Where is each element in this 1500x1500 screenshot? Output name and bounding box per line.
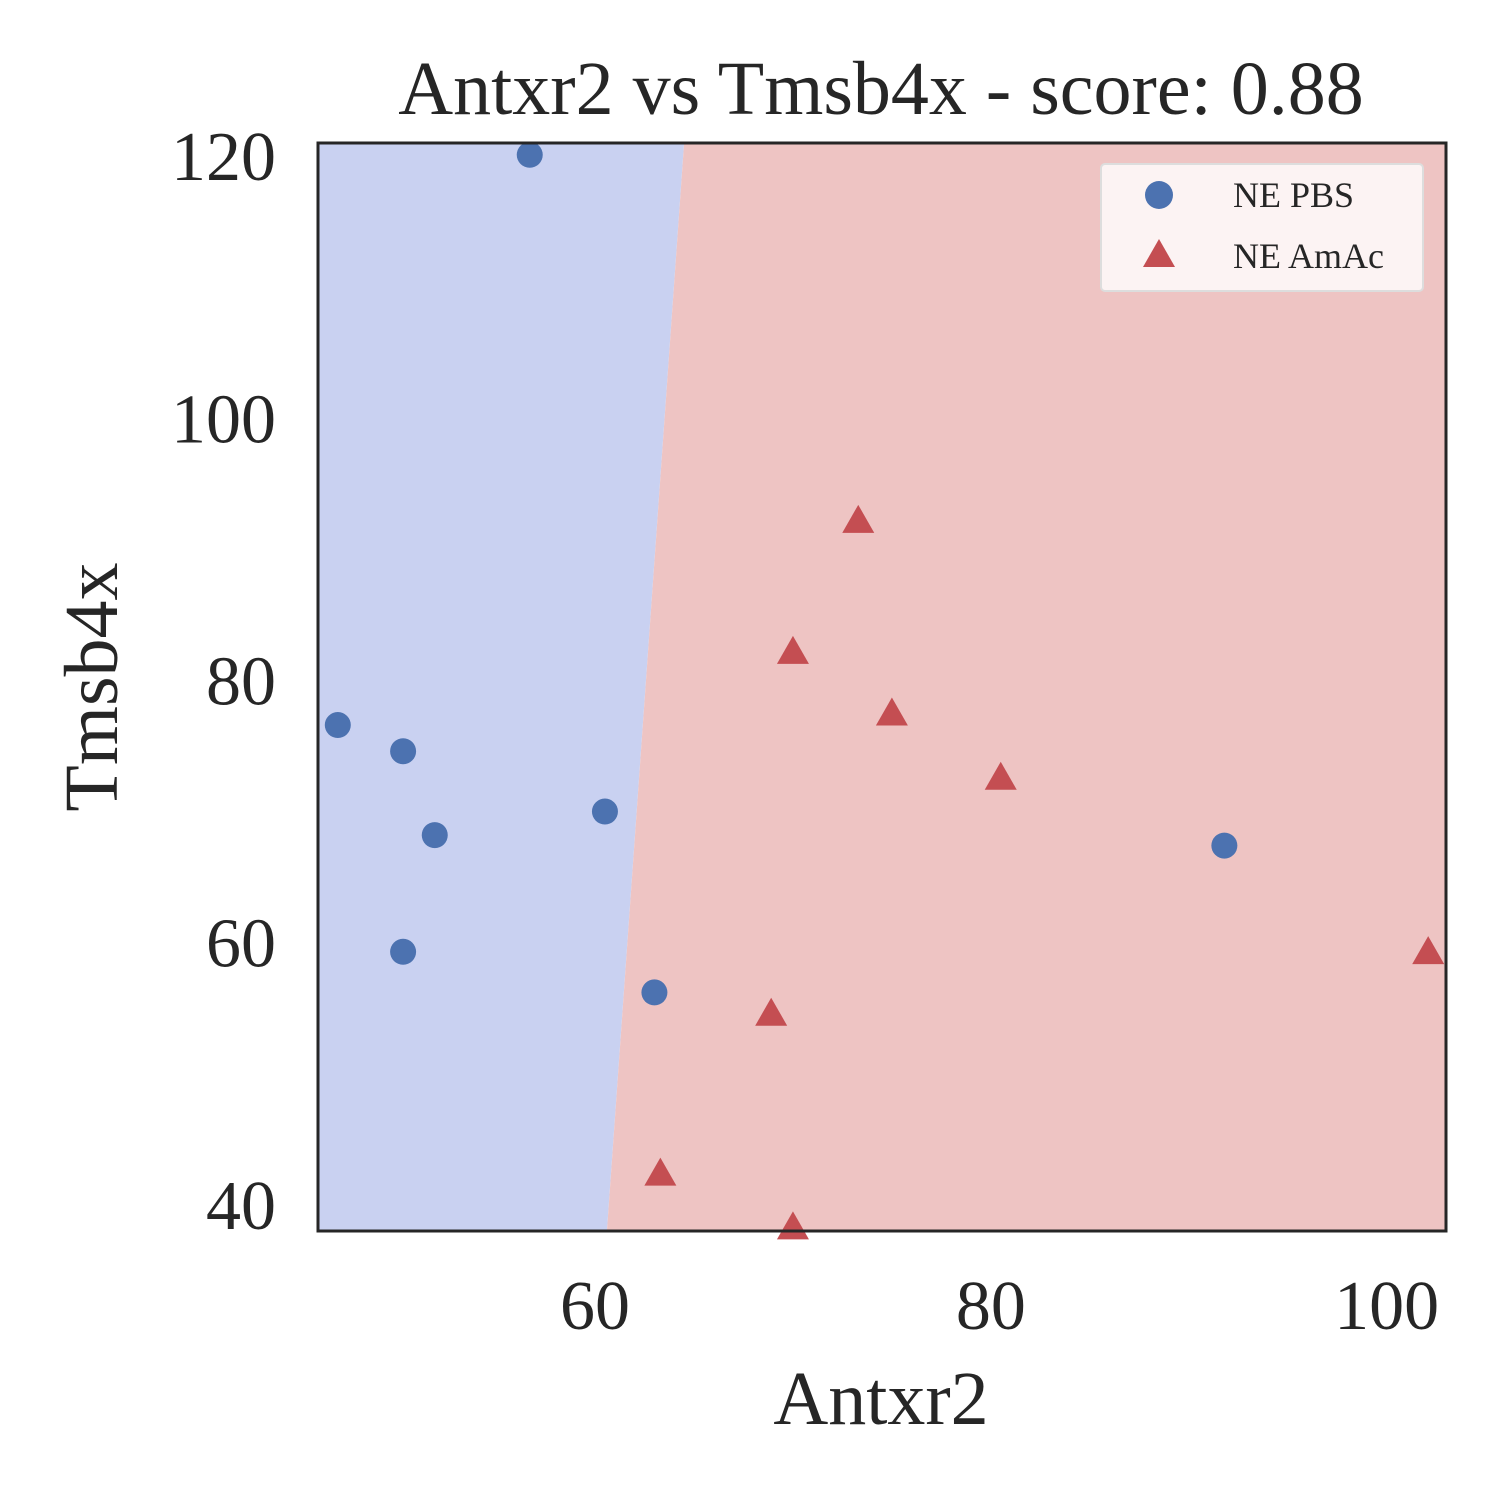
x-axis-label: Antxr2 — [773, 1357, 988, 1441]
point-ne-amac-3 — [984, 761, 1017, 790]
point-ne-pbs-2 — [390, 738, 417, 765]
y-axis-label: Tmsb4x — [50, 562, 134, 811]
legend-label-ne-pbs: NE PBS — [1233, 175, 1354, 215]
point-ne-pbs-7 — [1211, 832, 1238, 859]
legend-marker-ne-amac — [1143, 239, 1175, 267]
x-tick-label: 60 — [560, 1268, 630, 1345]
y-tick-label: 120 — [171, 119, 276, 196]
point-ne-amac-7 — [1412, 936, 1445, 965]
point-ne-amac-4 — [755, 997, 788, 1026]
y-tick-label: 80 — [206, 643, 276, 720]
point-ne-pbs-1 — [324, 712, 351, 739]
x-tick-label: 80 — [956, 1268, 1026, 1345]
point-ne-amac-0 — [842, 504, 875, 533]
point-ne-amac-1 — [776, 635, 809, 664]
y-tick-label: 100 — [171, 381, 276, 458]
point-ne-pbs-4 — [390, 938, 417, 965]
x-tick-label: 100 — [1334, 1268, 1439, 1345]
y-tick-label: 60 — [206, 906, 276, 983]
legend-box — [1100, 163, 1424, 292]
point-ne-pbs-0 — [516, 141, 543, 168]
legend-label-ne-amac: NE AmAc — [1233, 236, 1384, 276]
point-ne-pbs-3 — [421, 822, 448, 849]
chart-title: Antxr2 vs Tmsb4x - score: 0.88 — [398, 47, 1363, 131]
legend-marker-ne-pbs — [1145, 181, 1173, 209]
region-ne-amac — [606, 143, 1446, 1231]
point-ne-pbs-6 — [641, 979, 668, 1006]
point-ne-pbs-5 — [591, 798, 618, 825]
legend: NE PBS NE AmAc — [1100, 163, 1424, 292]
y-tick-label: 40 — [206, 1168, 276, 1245]
decision-regions — [318, 143, 1446, 1231]
plot-frame — [316, 141, 1448, 1233]
point-ne-amac-5 — [644, 1157, 677, 1186]
point-ne-amac-2 — [875, 697, 908, 726]
axes: 60 80 100 40 60 80 100 120 — [171, 119, 1448, 1345]
